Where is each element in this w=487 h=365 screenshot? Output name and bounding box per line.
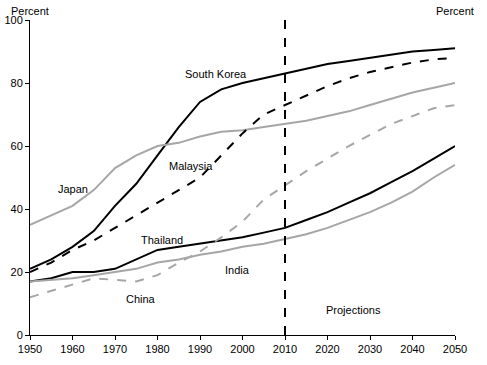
svg-text:2050: 2050 bbox=[443, 343, 467, 355]
svg-text:1980: 1980 bbox=[145, 343, 169, 355]
svg-text:South Korea: South Korea bbox=[185, 68, 247, 80]
svg-text:0: 0 bbox=[17, 329, 23, 341]
svg-text:Percent: Percent bbox=[11, 5, 49, 17]
svg-text:2000: 2000 bbox=[230, 343, 254, 355]
svg-text:Percent: Percent bbox=[436, 5, 474, 17]
svg-text:80: 80 bbox=[11, 77, 23, 89]
svg-text:1960: 1960 bbox=[60, 343, 84, 355]
svg-text:2010: 2010 bbox=[273, 343, 297, 355]
svg-text:Japan: Japan bbox=[58, 183, 88, 195]
svg-text:2030: 2030 bbox=[358, 343, 382, 355]
svg-text:2020: 2020 bbox=[315, 343, 339, 355]
svg-text:1950: 1950 bbox=[18, 343, 42, 355]
svg-text:2040: 2040 bbox=[400, 343, 424, 355]
svg-text:20: 20 bbox=[11, 266, 23, 278]
svg-text:India: India bbox=[225, 264, 250, 276]
svg-text:Malaysia: Malaysia bbox=[169, 160, 213, 172]
svg-text:60: 60 bbox=[11, 140, 23, 152]
svg-text:100: 100 bbox=[4, 14, 22, 26]
svg-text:China: China bbox=[126, 293, 156, 305]
svg-text:1990: 1990 bbox=[188, 343, 212, 355]
svg-text:Projections: Projections bbox=[326, 304, 381, 316]
svg-text:Thailand: Thailand bbox=[141, 234, 183, 246]
svg-text:40: 40 bbox=[11, 203, 23, 215]
svg-text:1970: 1970 bbox=[103, 343, 127, 355]
